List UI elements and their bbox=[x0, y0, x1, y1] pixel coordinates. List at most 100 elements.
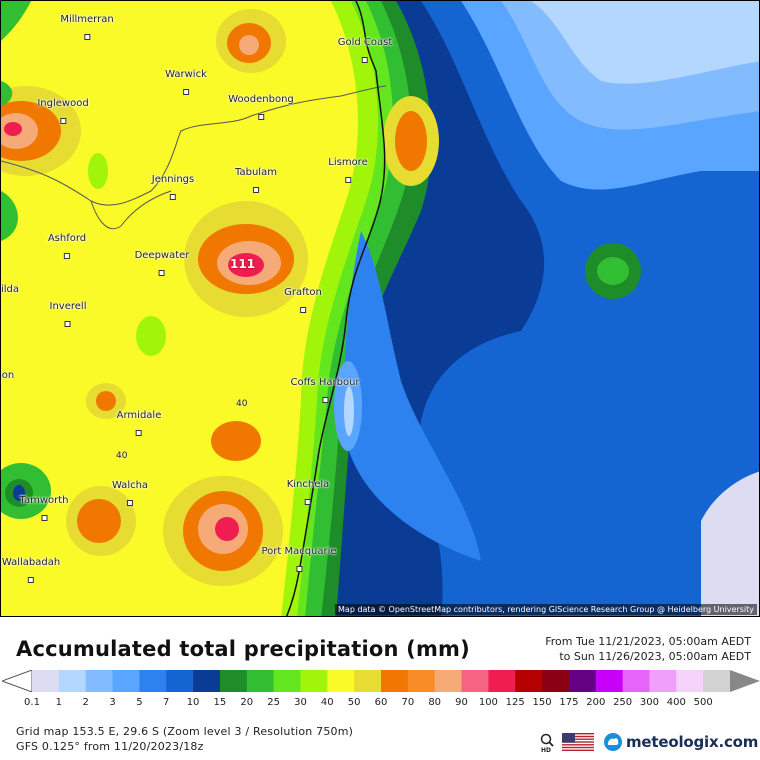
scale-tick-label: 20 bbox=[240, 697, 254, 708]
city-label: Lismore bbox=[328, 157, 368, 168]
legend-title: Accumulated total precipitation (mm) bbox=[16, 637, 470, 661]
colorbar-swatch bbox=[327, 670, 355, 692]
city-dot bbox=[252, 187, 259, 193]
scale-tick-label: 10 bbox=[186, 697, 200, 708]
scale-tick-label: 90 bbox=[455, 697, 468, 708]
city-marker[interactable]: Port Macquarie bbox=[261, 546, 337, 576]
colorbar-swatch bbox=[434, 670, 463, 692]
city-marker[interactable]: Grafton bbox=[284, 287, 322, 317]
us-flag-icon[interactable] bbox=[562, 733, 594, 751]
map-attribution[interactable]: Map data © OpenStreetMap contributors, r… bbox=[335, 604, 757, 615]
colorbar-arrow-high bbox=[730, 670, 760, 692]
meteologix-logo-icon bbox=[604, 733, 622, 751]
brand[interactable]: meteologix.com bbox=[603, 731, 758, 753]
city-label: Kinchela bbox=[286, 479, 330, 490]
city-marker[interactable]: Jennings bbox=[152, 174, 194, 204]
scale-tick-label: 50 bbox=[347, 697, 361, 708]
city-marker[interactable]: Tabulam bbox=[235, 167, 277, 197]
colorbar-swatch bbox=[542, 670, 570, 692]
colorbar-swatch bbox=[407, 670, 436, 692]
colorbar-swatch bbox=[488, 670, 516, 692]
scale-tick-label: 200 bbox=[586, 697, 606, 708]
colorbar-swatch bbox=[461, 670, 489, 692]
city-label: Warwick bbox=[165, 69, 207, 80]
city-marker[interactable]: Millmerran bbox=[60, 14, 114, 44]
city-marker[interactable]: Lismore bbox=[328, 157, 368, 187]
city-marker[interactable]: Woodenbong bbox=[228, 94, 294, 124]
scale-tick-label: 3 bbox=[109, 697, 116, 708]
city-marker[interactable]: Kinchela bbox=[286, 479, 330, 509]
hd-magnifier-icon[interactable]: HD bbox=[540, 733, 554, 753]
scale-tick-label: 80 bbox=[428, 697, 442, 708]
city-label: on bbox=[1, 370, 15, 381]
city-dot bbox=[127, 500, 133, 506]
city-label: Walcha bbox=[111, 480, 149, 491]
city-marker[interactable]: Tamworth bbox=[20, 495, 69, 525]
city-marker[interactable]: Armidale bbox=[116, 410, 162, 440]
city-label: Woodenbong bbox=[228, 94, 294, 105]
colorbar-swatch bbox=[381, 670, 409, 692]
precipitation-map[interactable]: Millmerran Gold Coast Warwick Inglewood … bbox=[0, 0, 760, 617]
city-label: Armidale bbox=[116, 410, 162, 421]
period-to: to Sun 11/26/2023, 05:00am AEDT bbox=[559, 650, 751, 663]
city-dot bbox=[258, 114, 264, 120]
scale-tick-label: 25 bbox=[267, 697, 280, 708]
brand-name: meteologix.com bbox=[626, 733, 759, 751]
city-dot bbox=[300, 307, 306, 313]
city-label: Grafton bbox=[284, 287, 322, 298]
colorbar-swatch bbox=[595, 670, 624, 692]
colorbar-swatch bbox=[112, 670, 140, 692]
city-marker[interactable]: Gold Coast bbox=[337, 37, 393, 67]
city-label: Deepwater bbox=[134, 250, 190, 261]
colorbar-swatch bbox=[515, 670, 543, 692]
colorbar-arrow-low bbox=[2, 670, 33, 692]
city-dot bbox=[84, 34, 90, 40]
city-label: Inverell bbox=[49, 301, 87, 312]
max-value-label: 111 bbox=[230, 257, 256, 271]
colorbar-swatch bbox=[166, 670, 194, 692]
colorbar-swatch bbox=[568, 670, 597, 692]
city-label: Jennings bbox=[151, 174, 195, 185]
city-marker[interactable]: Deepwater bbox=[134, 250, 190, 280]
precipitation-field bbox=[1, 1, 759, 616]
city-marker[interactable]: Inverell bbox=[49, 301, 87, 331]
scale-tick-label: 30 bbox=[294, 697, 307, 708]
city-dot bbox=[27, 577, 34, 583]
city-marker[interactable]: Wallabadah bbox=[2, 557, 60, 587]
city-label: ilda bbox=[0, 284, 20, 295]
city-dot bbox=[182, 89, 189, 95]
city-label: Tabulam bbox=[235, 167, 277, 178]
scale-tick-label: 2 bbox=[82, 697, 89, 708]
city-marker[interactable]: Ashford bbox=[48, 233, 86, 263]
contour-label: 40 bbox=[116, 451, 128, 461]
city-marker[interactable]: ilda bbox=[1, 284, 19, 295]
city-dot bbox=[169, 194, 176, 200]
city-dot bbox=[65, 321, 71, 327]
scale-tick-label: 100 bbox=[478, 697, 498, 708]
contour-label: 40 bbox=[236, 399, 248, 409]
city-marker[interactable]: Inglewood bbox=[37, 98, 89, 128]
scale-tick-label: 40 bbox=[320, 697, 334, 708]
city-dot bbox=[64, 253, 70, 259]
city-marker[interactable]: Walcha bbox=[112, 480, 148, 510]
scale-tick-label: 125 bbox=[505, 697, 525, 708]
scale-tick-label: 1 bbox=[55, 697, 63, 708]
city-label: Wallabadah bbox=[1, 557, 61, 568]
scale-tick-label: 70 bbox=[401, 697, 415, 708]
legend-colorbar bbox=[2, 670, 760, 692]
city-dot bbox=[345, 177, 351, 183]
city-dot bbox=[159, 270, 165, 276]
colorbar-swatch bbox=[85, 670, 114, 692]
city-marker[interactable]: Coffs Harbour bbox=[290, 377, 360, 407]
colorbar-swatch bbox=[676, 670, 704, 692]
city-label: Coffs Harbour bbox=[290, 377, 360, 388]
city-marker[interactable]: on bbox=[2, 370, 14, 381]
city-marker[interactable]: Warwick bbox=[165, 69, 207, 99]
colorbar-swatch bbox=[32, 670, 60, 692]
colorbar-swatch bbox=[193, 670, 221, 692]
scale-tick-label: 0.1 bbox=[24, 697, 40, 708]
colorbar-swatch bbox=[246, 670, 275, 692]
city-label: Gold Coast bbox=[337, 37, 393, 48]
city-dot bbox=[322, 397, 328, 403]
city-dot bbox=[304, 499, 311, 505]
